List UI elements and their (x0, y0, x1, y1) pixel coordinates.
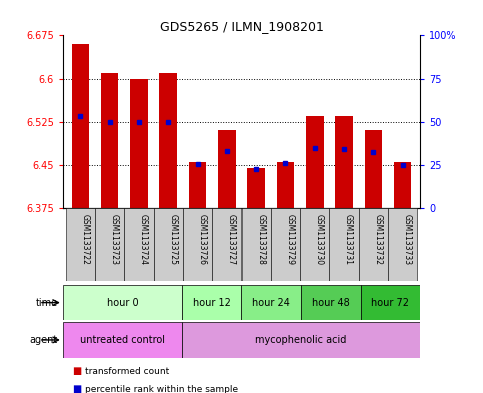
Bar (71, 44, 89, 208)
Text: mycophenolic acid: mycophenolic acid (256, 335, 347, 345)
Text: untreated control: untreated control (80, 335, 165, 345)
Text: time: time (36, 298, 58, 308)
Bar (300, 208, 329, 281)
Text: agent: agent (30, 335, 58, 345)
Bar (242, 285, 301, 320)
Bar (359, 208, 388, 281)
Text: GSM1133730: GSM1133730 (315, 214, 324, 265)
Text: ■: ■ (72, 366, 82, 376)
Text: GSM1133725: GSM1133725 (168, 214, 177, 265)
Bar (242, 208, 271, 281)
Bar (182, 322, 420, 358)
Bar (277, 162, 294, 208)
Bar (306, 116, 324, 208)
Text: GSM1133731: GSM1133731 (344, 214, 353, 265)
Bar (130, 79, 148, 208)
Bar (182, 285, 242, 320)
Text: hour 24: hour 24 (252, 298, 290, 308)
Text: transformed count: transformed count (85, 367, 169, 376)
Bar (159, 73, 177, 208)
Text: ■: ■ (72, 384, 82, 393)
Text: GSM1133729: GSM1133729 (285, 214, 295, 265)
Bar (247, 168, 265, 208)
Text: percentile rank within the sample: percentile rank within the sample (85, 385, 238, 393)
Bar (361, 285, 420, 320)
Bar (394, 162, 412, 208)
Bar (66, 208, 95, 281)
Text: GSM1133726: GSM1133726 (198, 214, 207, 265)
Bar (388, 208, 417, 281)
Bar (335, 116, 353, 208)
Text: GSM1133732: GSM1133732 (373, 214, 383, 265)
Bar (124, 208, 154, 281)
Text: GSM1133722: GSM1133722 (80, 214, 89, 265)
Text: GSM1133727: GSM1133727 (227, 214, 236, 265)
Bar (301, 285, 361, 320)
Text: hour 12: hour 12 (193, 298, 231, 308)
Bar (183, 208, 212, 281)
Text: GSM1133728: GSM1133728 (256, 214, 265, 265)
Bar (218, 130, 236, 208)
Text: hour 0: hour 0 (107, 298, 138, 308)
Title: GDS5265 / ILMN_1908201: GDS5265 / ILMN_1908201 (159, 20, 324, 33)
Text: GSM1133724: GSM1133724 (139, 214, 148, 265)
Bar (365, 130, 382, 208)
Text: hour 72: hour 72 (371, 298, 410, 308)
Text: GSM1133723: GSM1133723 (110, 214, 119, 265)
Bar (101, 73, 118, 208)
Bar (95, 208, 124, 281)
Bar (154, 208, 183, 281)
Bar (212, 208, 242, 281)
Text: GSM1133733: GSM1133733 (403, 214, 412, 265)
Bar (63, 285, 182, 320)
Bar (271, 208, 300, 281)
Bar (329, 208, 359, 281)
Bar (189, 162, 206, 208)
Bar (63, 322, 182, 358)
Text: hour 48: hour 48 (312, 298, 350, 308)
